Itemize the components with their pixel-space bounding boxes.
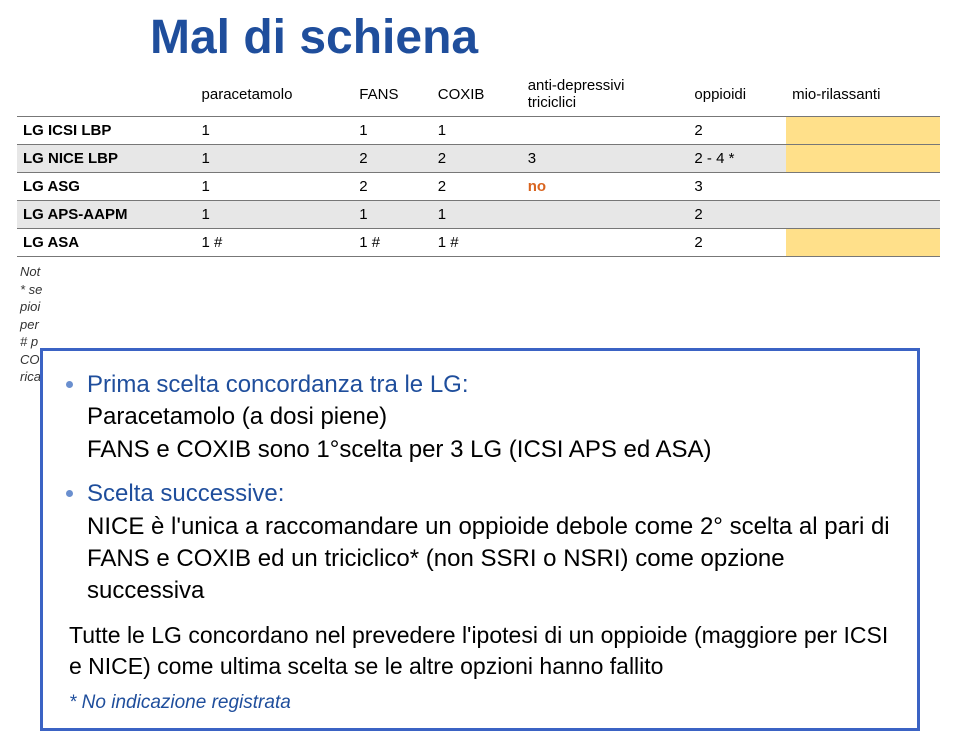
table-cell: 2 <box>688 117 786 145</box>
note-l1: Not <box>20 264 40 279</box>
table-cell: 1 <box>353 117 431 145</box>
table-cell: 1 <box>196 201 354 229</box>
table-cell: 1 <box>196 117 354 145</box>
note-l5: # p <box>20 334 38 349</box>
table-cell: 3 <box>522 145 689 173</box>
col-oppioidi: oppioidi <box>688 73 786 117</box>
row-label: LG ASG <box>17 173 196 201</box>
row-label: LG APS-AAPM <box>17 201 196 229</box>
row-label: LG ICSI LBP <box>17 117 196 145</box>
table-cell: 2 <box>353 145 431 173</box>
table-cell: 2 <box>353 173 431 201</box>
table-cell: 1 # <box>353 229 431 257</box>
page-title: Mal di schiena <box>0 0 960 73</box>
overlay-item2-l1: NICE è l'unica a raccomandare un oppioid… <box>87 513 890 605</box>
table-cell: 2 <box>688 229 786 257</box>
table-row: LG ASA1 #1 #1 #2 <box>17 229 940 257</box>
table-cell <box>786 201 940 229</box>
row-label: LG ASA <box>17 229 196 257</box>
col-coxib: COXIB <box>432 73 522 117</box>
table-header-row: paracetamolo FANS COXIB anti-depressivit… <box>17 73 940 117</box>
col-antidep: anti-depressivitriciclici <box>522 73 689 117</box>
table-cell: 1 <box>432 201 522 229</box>
table-cell: 1 <box>196 173 354 201</box>
table-cell <box>522 229 689 257</box>
overlay-item-1: Prima scelta concordanza tra le LG: Para… <box>87 369 895 466</box>
table-cell: no <box>522 173 689 201</box>
row-label: LG NICE LBP <box>17 145 196 173</box>
table-cell <box>786 145 940 173</box>
table-cell: 1 <box>196 145 354 173</box>
note-l2: * se <box>20 282 42 297</box>
overlay-item1-head: Prima scelta concordanza tra le LG: <box>87 371 469 398</box>
col-paracetamolo: paracetamolo <box>196 73 354 117</box>
table-cell: 1 <box>432 117 522 145</box>
col-fans: FANS <box>353 73 431 117</box>
table-cell <box>786 117 940 145</box>
table-cell <box>522 201 689 229</box>
overlay-item-2: Scelta successive: NICE è l'unica a racc… <box>87 478 895 608</box>
overlay-para: Tutte le LG concordano nel prevedere l'i… <box>69 620 895 682</box>
table-row: LG ICSI LBP1112 <box>17 117 940 145</box>
table-cell <box>786 229 940 257</box>
drug-table-wrap: paracetamolo FANS COXIB anti-depressivit… <box>17 73 940 257</box>
summary-overlay: Prima scelta concordanza tra le LG: Para… <box>40 348 920 731</box>
overlay-item2-head: Scelta successive: <box>87 480 284 507</box>
table-cell: 2 <box>688 201 786 229</box>
table-cell: 1 <box>353 201 431 229</box>
note-l7: rica <box>20 369 41 384</box>
note-l4: per <box>20 317 39 332</box>
table-cell: 3 <box>688 173 786 201</box>
col-blank <box>17 73 196 117</box>
table-cell: 1 # <box>196 229 354 257</box>
note-l3: pioi <box>20 299 40 314</box>
table-row: LG APS-AAPM1112 <box>17 201 940 229</box>
table-cell <box>786 173 940 201</box>
table-cell: 2 - 4 * <box>688 145 786 173</box>
table-row: LG NICE LBP12232 - 4 * <box>17 145 940 173</box>
overlay-item1-l1: Paracetamolo (a dosi piene) <box>87 403 387 430</box>
col-miorilassanti: mio-rilassanti <box>786 73 940 117</box>
table-cell: 1 # <box>432 229 522 257</box>
overlay-item1-l2: FANS e COXIB sono 1°scelta per 3 LG (ICS… <box>87 436 712 463</box>
table-cell <box>522 117 689 145</box>
table-row: LG ASG122no3 <box>17 173 940 201</box>
table-cell: 2 <box>432 173 522 201</box>
drug-table: paracetamolo FANS COXIB anti-depressivit… <box>17 73 940 257</box>
overlay-footnote: * No indicazione registrata <box>69 692 895 714</box>
table-cell: 2 <box>432 145 522 173</box>
